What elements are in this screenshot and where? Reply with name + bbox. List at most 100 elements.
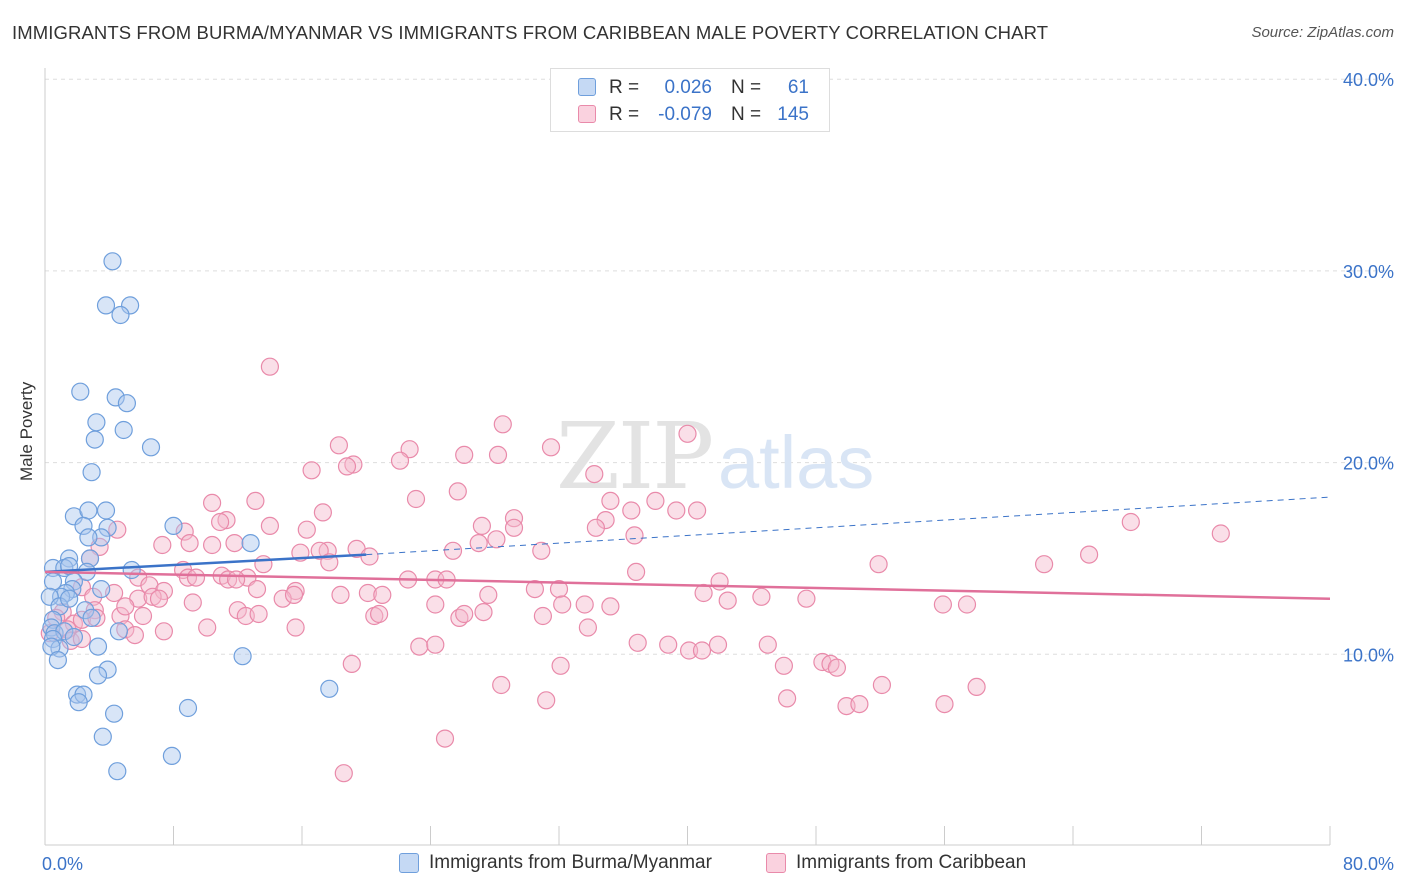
burma-point <box>82 608 101 628</box>
caribbean-point <box>246 491 265 510</box>
caribbean-point <box>1121 512 1140 532</box>
caribbean-point <box>551 656 570 675</box>
caribbean-point <box>626 562 646 582</box>
caribbean-point <box>967 677 986 697</box>
caribbean-point <box>472 516 491 536</box>
caribbean-point <box>455 604 474 624</box>
caribbean-point <box>525 579 545 599</box>
caribbean-point <box>175 522 194 541</box>
x-tick-labels: 0.0% 80.0% <box>42 854 1394 874</box>
y-tick-label: 20.0% <box>1343 454 1394 474</box>
burma-point <box>69 693 88 712</box>
caribbean-point <box>227 570 246 589</box>
caribbean-point <box>249 604 268 624</box>
caribbean-point <box>601 491 620 510</box>
caribbean-point <box>827 658 847 677</box>
caribbean-point <box>492 675 511 695</box>
caribbean-point <box>260 357 279 376</box>
caribbean-point <box>143 587 162 606</box>
caribbean-point <box>406 489 426 509</box>
caribbean-point <box>1079 545 1099 564</box>
caribbean-point <box>334 764 353 783</box>
burma-point <box>162 746 181 766</box>
burma-point <box>40 587 59 606</box>
caribbean-point <box>601 597 620 616</box>
caribbean-point <box>678 424 697 443</box>
r-label: R = <box>609 77 640 98</box>
caribbean-point <box>549 579 569 599</box>
trend-lines <box>44 496 1331 600</box>
caribbean-point <box>585 465 604 484</box>
burma-point <box>93 727 112 746</box>
caribbean-point <box>426 635 445 654</box>
caribbean-point <box>198 618 217 637</box>
burma-point <box>82 463 101 482</box>
legend-row-caribbean: R = -0.079 N = 145 <box>551 102 829 128</box>
caribbean-point <box>625 526 644 545</box>
burma-point <box>92 528 111 547</box>
caribbean-point <box>537 691 556 710</box>
burma-n-value: 61 <box>787 77 809 98</box>
y-tick-label: 10.0% <box>1343 645 1394 665</box>
burma-point <box>117 394 137 413</box>
watermark-atlas: atlas <box>718 421 874 504</box>
caribbean-point <box>575 595 594 614</box>
caribbean-point <box>254 555 273 574</box>
chart-title: IMMIGRANTS FROM BURMA/MYANMAR VS IMMIGRA… <box>12 22 1049 43</box>
y-tick-labels: 10.0% 20.0% 30.0% 40.0% <box>1343 70 1394 665</box>
caribbean-point <box>297 520 316 539</box>
caribbean-point <box>186 568 206 587</box>
caribbean-point <box>247 579 267 599</box>
caribbean-point <box>149 589 169 608</box>
caribbean-point <box>116 620 135 639</box>
burma-point <box>43 610 63 629</box>
burma-point <box>71 382 90 401</box>
burma-point <box>320 679 339 698</box>
burma-point <box>164 516 183 536</box>
caribbean-point <box>344 455 363 474</box>
caribbean-point <box>360 547 379 566</box>
burma-point <box>98 660 117 679</box>
gridlines <box>45 78 1392 655</box>
caribbean-point <box>133 606 153 626</box>
caribbean-point <box>628 633 647 652</box>
legend-label-caribbean: Immigrants from Caribbean <box>796 852 1027 873</box>
caribbean-point <box>646 491 665 510</box>
burma-point <box>79 528 98 547</box>
burma-point <box>59 589 79 608</box>
caribbean-point <box>933 595 953 614</box>
caribbean-point <box>153 535 172 555</box>
caribbean-point <box>180 533 199 553</box>
n-label: N = <box>731 77 762 98</box>
burma-r-value: 0.026 <box>664 77 712 98</box>
caribbean-point <box>329 436 348 455</box>
burma-point <box>59 549 79 568</box>
burma-point <box>88 637 108 656</box>
burma-point <box>103 252 122 271</box>
burma-point <box>109 622 129 641</box>
caribbean-point <box>504 509 524 528</box>
caribbean-point <box>710 572 729 591</box>
caribbean-point <box>504 518 524 537</box>
burma-trend-extension <box>366 496 1331 556</box>
correlation-legend: R = 0.026 N = 61 R = -0.079 N = 145 <box>550 68 830 132</box>
burma-point <box>74 516 93 536</box>
caribbean-point <box>469 533 488 553</box>
caribbean-point <box>225 533 244 553</box>
burma-point <box>79 501 98 520</box>
caribbean-point <box>541 438 561 457</box>
caribbean-point <box>1034 555 1054 574</box>
burma-point <box>92 579 111 599</box>
caribbean-point <box>687 501 707 520</box>
caribbean-point <box>390 451 410 470</box>
caribbean-point <box>533 606 553 626</box>
caribbean-point <box>358 583 377 603</box>
burma-trend-line <box>44 553 367 574</box>
caribbean-point <box>116 597 135 616</box>
x-tick-label-max: 80.0% <box>1343 854 1394 874</box>
caribbean-trend-line <box>44 570 1331 600</box>
caribbean-point <box>448 482 467 501</box>
caribbean-point <box>758 635 777 654</box>
y-tick-label: 40.0% <box>1343 70 1394 90</box>
